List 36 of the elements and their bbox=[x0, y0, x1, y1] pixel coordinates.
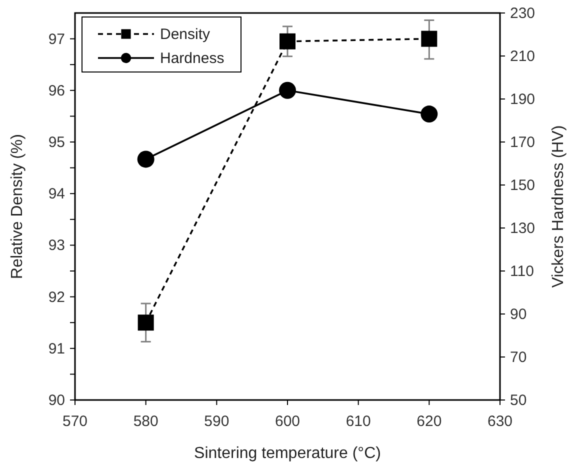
y-tick-label: 92 bbox=[48, 288, 65, 306]
y-tick-label: 97 bbox=[48, 30, 65, 48]
point bbox=[280, 33, 296, 50]
y2-tick-label: 70 bbox=[510, 349, 527, 366]
y2-tick-label: 170 bbox=[510, 134, 536, 151]
legend-label: Density bbox=[160, 26, 211, 43]
x-tick-label: 570 bbox=[62, 413, 88, 430]
legend-label: Hardness bbox=[160, 50, 224, 67]
y-tick-label: 96 bbox=[48, 82, 65, 100]
y2-tick-label: 190 bbox=[510, 91, 536, 108]
x-tick-label: 590 bbox=[204, 413, 230, 430]
point bbox=[137, 150, 154, 168]
x-tick-label: 620 bbox=[416, 413, 442, 430]
y2-axis-title: Vickers Hardness (HV) bbox=[550, 125, 567, 288]
y2-tick-label: 150 bbox=[510, 177, 536, 194]
y2-tick-label: 50 bbox=[510, 392, 527, 409]
y-tick-label: 95 bbox=[48, 134, 65, 151]
x-tick-label: 600 bbox=[274, 413, 300, 430]
point bbox=[420, 106, 438, 123]
x-tick-label: 580 bbox=[133, 413, 158, 430]
y-axis-title: Relative Density (%) bbox=[9, 134, 26, 279]
x-tick-label: 630 bbox=[487, 413, 513, 430]
x-axis-title: Sintering temperature (°C) bbox=[194, 445, 381, 462]
y2-tick-label: 210 bbox=[510, 48, 536, 65]
y-tick-label: 90 bbox=[48, 392, 65, 409]
point bbox=[138, 314, 154, 331]
y2-tick-label: 110 bbox=[510, 263, 534, 280]
y2-tick-label: 90 bbox=[510, 306, 527, 323]
x-tick-label: 610 bbox=[346, 413, 371, 430]
y-tick-label: 91 bbox=[48, 340, 65, 358]
y2-tick-label: 230 bbox=[510, 5, 536, 22]
point bbox=[279, 82, 296, 99]
y-tick-label: 94 bbox=[48, 186, 65, 203]
y-tick-label: 93 bbox=[48, 237, 65, 254]
point bbox=[421, 30, 438, 47]
y2-tick-label: 130 bbox=[510, 220, 536, 237]
